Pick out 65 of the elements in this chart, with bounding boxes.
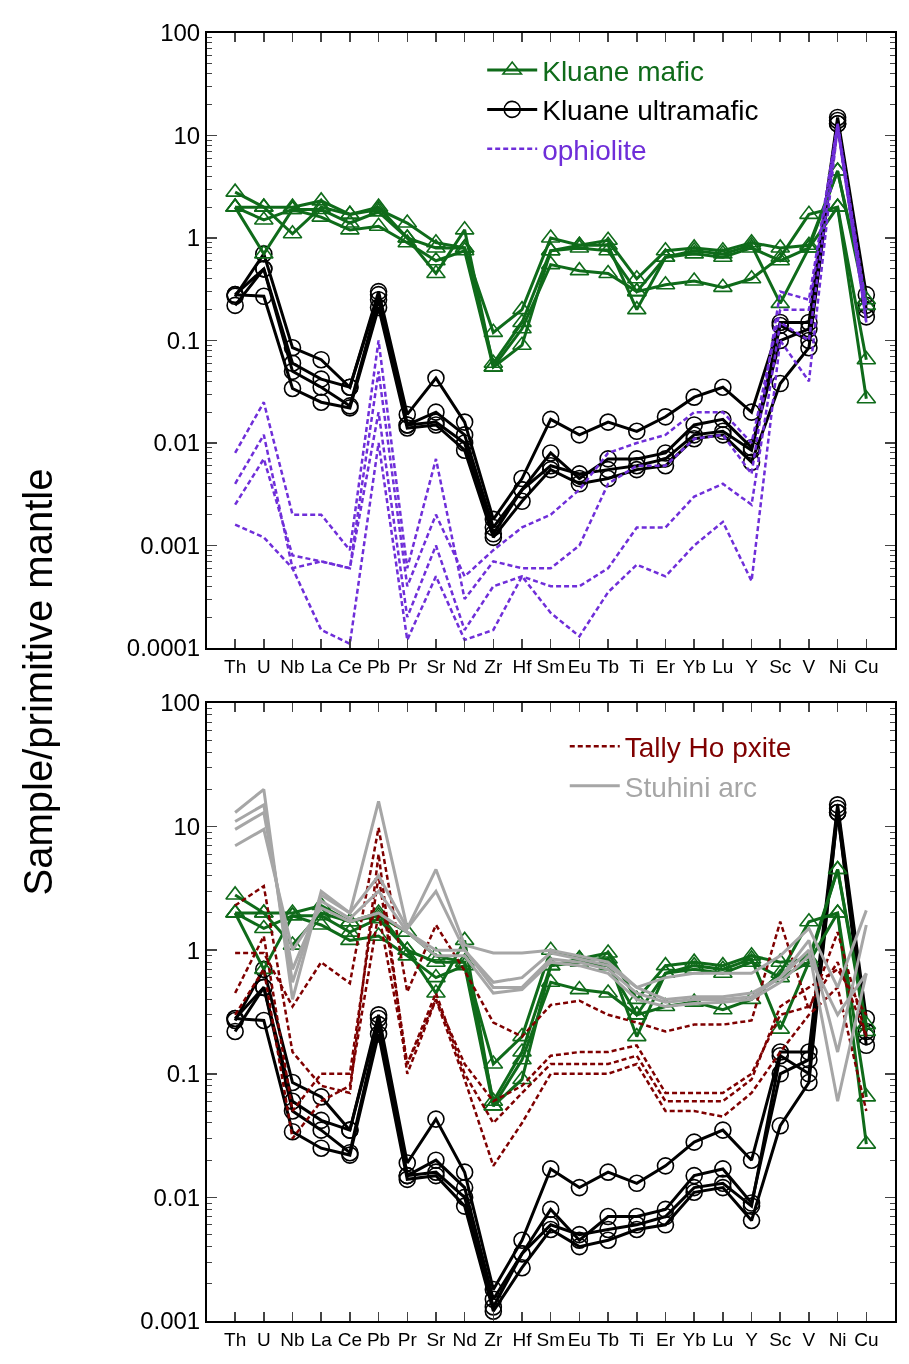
x-tick-label: Nb <box>280 655 305 677</box>
y-tick-label: 1 <box>186 936 201 964</box>
x-tick-label: Tb <box>597 655 620 677</box>
x-tick-label: Sm <box>536 655 565 677</box>
x-tick-label: Er <box>655 655 676 677</box>
y-tick-label: 10 <box>173 813 201 840</box>
y-tick-label: 0.1 <box>166 326 201 354</box>
y-tick-label: 0.001 <box>140 531 201 559</box>
x-tick-label: Ce <box>337 1328 363 1350</box>
x-tick-label: La <box>310 655 333 677</box>
x-tick-label: Nb <box>280 1328 305 1350</box>
x-tick-label: Y <box>745 1328 759 1350</box>
y-tick-label: 0.0001 <box>126 634 201 662</box>
x-tick-label: Er <box>655 1328 676 1350</box>
x-tick-label: Ni <box>828 655 847 677</box>
x-tick-label: Sc <box>769 655 792 677</box>
x-tick-label: Lu <box>712 1328 734 1350</box>
x-tick-label: Th <box>224 1328 247 1350</box>
x-tick-label: Ti <box>629 1328 645 1350</box>
x-tick-label: Ce <box>337 655 363 677</box>
x-tick-label: Lu <box>712 655 734 677</box>
x-tick-label: Yb <box>682 1328 706 1350</box>
x-tick-label: U <box>256 1328 271 1350</box>
x-tick-label: Sm <box>536 1328 565 1350</box>
x-tick-label: Sc <box>769 1328 792 1350</box>
legend-label: Tally Ho pxite <box>624 732 792 764</box>
x-tick-label: Eu <box>567 1328 592 1350</box>
y-tick-label: 0.001 <box>140 1307 201 1335</box>
legend-label: Kluane ultramafic <box>542 95 759 127</box>
legend-label: Stuhini arc <box>624 771 758 803</box>
x-tick-label: U <box>256 655 271 677</box>
y-tick-label: 100 <box>160 19 201 47</box>
y-tick-label: 0.01 <box>153 429 201 457</box>
y-tick-label: 0.01 <box>153 1183 201 1211</box>
x-tick-label: Ni <box>828 1328 847 1350</box>
x-tick-label: La <box>310 1328 333 1350</box>
x-tick-label: Nd <box>452 655 477 677</box>
legend-label: ophiolite <box>542 134 647 166</box>
legend-label: Kluane mafic <box>542 55 705 87</box>
x-tick-label: Cu <box>854 1328 879 1350</box>
y-tick-label: 10 <box>173 121 201 149</box>
x-tick-label: Yb <box>682 655 706 677</box>
x-tick-label: Zr <box>484 655 503 677</box>
x-tick-label: Ti <box>629 655 645 677</box>
y-tick-label: 0.1 <box>166 1060 201 1088</box>
y-axis-title: Sample/primitive mantle <box>15 468 61 896</box>
x-tick-label: Sr <box>426 655 447 677</box>
x-tick-label: Pr <box>397 1328 418 1350</box>
x-tick-label: Eu <box>567 655 592 677</box>
x-tick-label: Sr <box>426 1328 447 1350</box>
x-tick-label: Cu <box>854 655 879 677</box>
x-tick-label: Hf <box>512 1328 533 1350</box>
y-tick-label: 1 <box>186 224 201 252</box>
x-tick-label: Th <box>224 655 247 677</box>
x-tick-label: V <box>802 1328 816 1350</box>
y-tick-label: 100 <box>160 689 201 717</box>
x-tick-label: Y <box>745 655 759 677</box>
x-tick-label: Pb <box>366 1328 391 1350</box>
x-tick-label: V <box>802 655 816 677</box>
x-tick-label: Tb <box>597 1328 620 1350</box>
x-tick-label: Pr <box>397 655 418 677</box>
x-tick-label: Pb <box>366 655 391 677</box>
x-tick-label: Nd <box>452 1328 477 1350</box>
x-tick-label: Zr <box>484 1328 503 1350</box>
x-tick-label: Hf <box>512 655 533 677</box>
